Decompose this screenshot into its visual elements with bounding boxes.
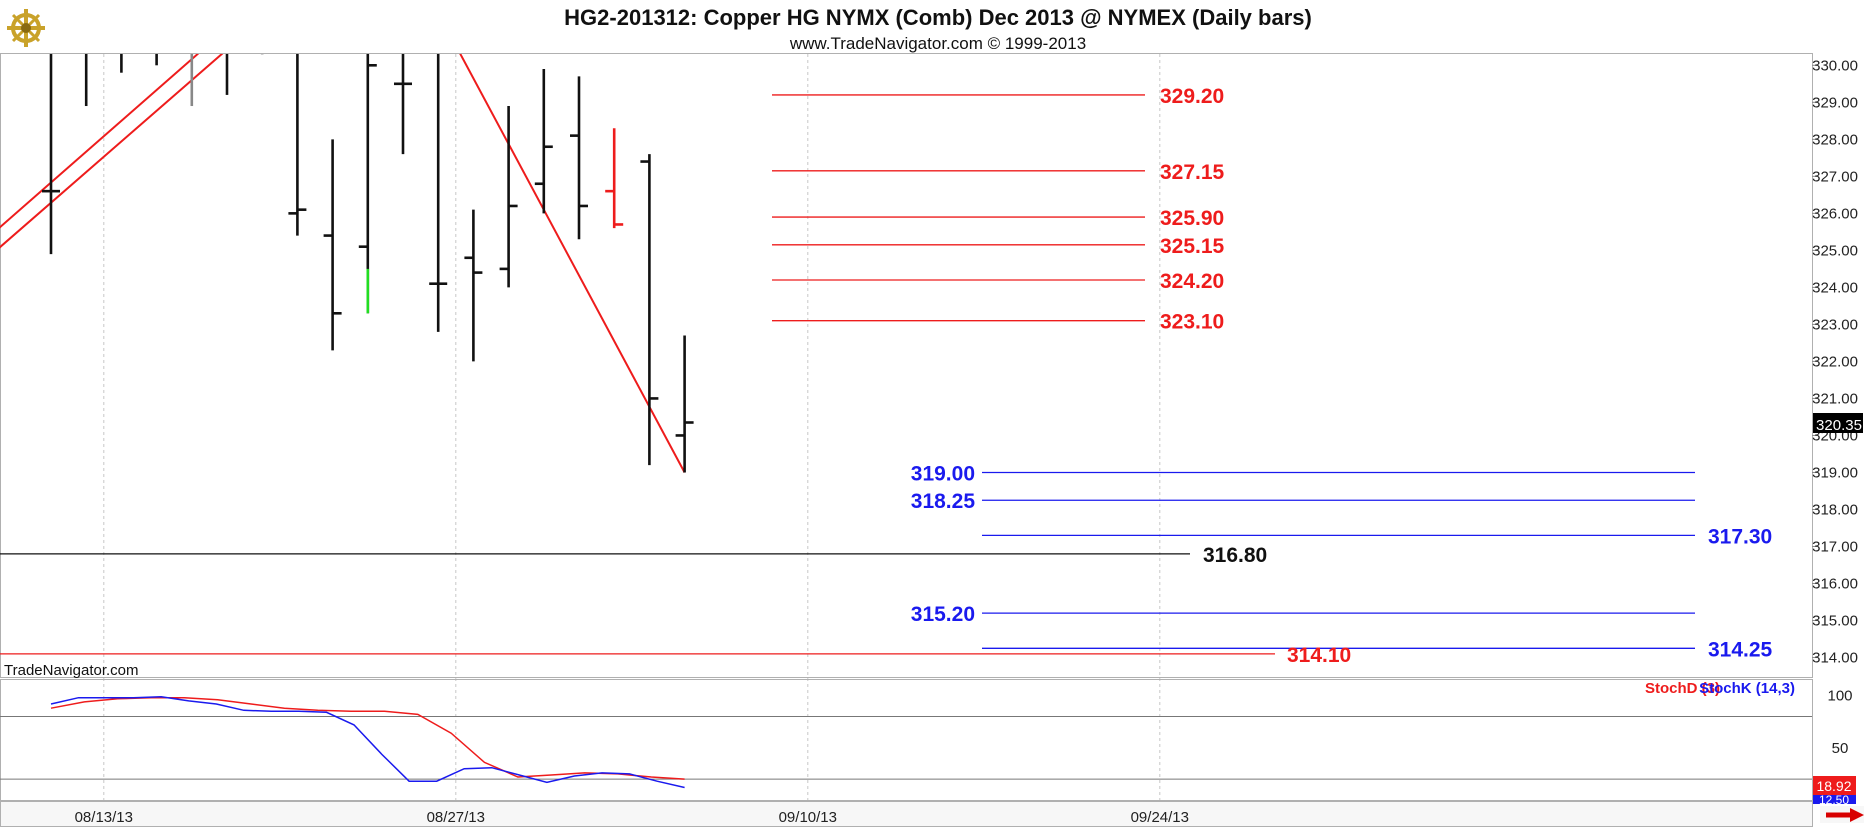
- ohlc-bar: [605, 128, 624, 229]
- stochk-legend: StochK (14,3): [1699, 680, 1795, 697]
- stoch-tick-label: 100: [1827, 688, 1852, 705]
- trendline: [0, 54, 224, 249]
- last-price-label: 320.35: [1816, 417, 1862, 434]
- price-tick-label: 323.00: [1812, 316, 1858, 333]
- level-label-316.80: 316.80: [1203, 544, 1267, 567]
- trendline: [459, 54, 686, 473]
- price-tick-label: 321.00: [1812, 390, 1858, 407]
- price-tick-label: 319.00: [1812, 464, 1858, 481]
- stochd-line: [50, 696, 685, 780]
- price-tick-label: 318.00: [1812, 501, 1858, 518]
- level-label-323.10: 323.10: [1160, 311, 1224, 334]
- ohlc-bar: [570, 76, 588, 240]
- trendline: [0, 54, 200, 229]
- date-tick-label: 08/27/13: [427, 809, 485, 826]
- date-tick-label: 09/24/13: [1131, 809, 1189, 826]
- price-tick-label: 316.00: [1812, 576, 1858, 593]
- level-label-319.00: 319.00: [911, 462, 975, 485]
- stochk-last-label: 18.92: [1816, 778, 1851, 794]
- stochd-last-label: 12.50: [1819, 793, 1849, 807]
- price-tick-label: 317.00: [1812, 539, 1858, 556]
- date-tick-label: 08/13/13: [75, 809, 133, 826]
- ohlc-bar: [675, 335, 694, 473]
- level-label-314.25: 314.25: [1708, 638, 1773, 661]
- date-axis: [0, 801, 1813, 827]
- level-label-325.90: 325.90: [1160, 207, 1224, 230]
- stochastic-panel: [0, 679, 1813, 801]
- chart-subtitle: www.TradeNavigator.com © 1999-2013: [789, 34, 1086, 53]
- date-axis-labels: 08/13/13 08/27/13 09/10/13 09/24/13: [75, 809, 1189, 826]
- date-tick-label: 09/10/13: [779, 809, 837, 826]
- watermark: TradeNavigator.com: [4, 662, 139, 679]
- level-label-329.20: 329.20: [1160, 85, 1224, 108]
- price-tick-label: 327.00: [1812, 168, 1858, 185]
- level-label-314.10: 314.10: [1287, 644, 1351, 667]
- level-label-317.30: 317.30: [1708, 525, 1772, 548]
- price-axis: 314.00315.00316.00317.00318.00319.00320.…: [1812, 57, 1858, 667]
- stochastic-indicator: 50 100: [0, 688, 1853, 789]
- price-tick-label: 315.00: [1812, 613, 1858, 630]
- ohlc-bar: [42, 54, 60, 255]
- stochd-last-tag: [1813, 795, 1856, 804]
- chart-title: HG2-201312: Copper HG NYMX (Comb) Dec 20…: [564, 5, 1312, 30]
- date-gridlines: [103, 54, 1161, 801]
- level-label-324.20: 324.20: [1160, 270, 1224, 293]
- right-arrow-icon[interactable]: [1820, 806, 1864, 823]
- price-tick-label: 326.00: [1812, 205, 1858, 222]
- price-tick-label: 322.00: [1812, 353, 1858, 370]
- price-tick-label: 314.00: [1812, 650, 1858, 667]
- ohlc-bar: [534, 69, 553, 214]
- price-tick-label: 328.00: [1812, 131, 1858, 148]
- ohlc-bar: [464, 209, 483, 362]
- price-tick-label: 329.00: [1812, 94, 1858, 111]
- last-price-tag: [1813, 413, 1863, 433]
- ohlc-bar: [429, 54, 448, 332]
- price-bars: [42, 54, 694, 473]
- stochk-last-tag: [1813, 776, 1856, 795]
- level-label-325.15: 325.15: [1160, 235, 1225, 258]
- price-levels: 329.20 327.15 325.90 325.15 324.20 323.10 319.…: [0, 85, 1773, 667]
- price-tick-label: 330.00: [1812, 57, 1858, 74]
- level-label-315.20: 315.20: [911, 603, 975, 626]
- stochk-line: [50, 695, 685, 789]
- price-tick-label: 325.00: [1812, 242, 1858, 259]
- price-tick-label: 324.00: [1812, 279, 1858, 296]
- stochd-legend: StochD (3): [1645, 680, 1720, 697]
- ohlc-bar: [499, 106, 518, 288]
- ship-wheel-logo-icon: [7, 9, 45, 47]
- ohlc-bar: [288, 54, 307, 236]
- stoch-tick-label: 50: [1832, 740, 1849, 757]
- price-panel: [0, 53, 1813, 678]
- ohlc-bar: [394, 54, 412, 155]
- level-label-327.15: 327.15: [1160, 161, 1225, 184]
- level-label-318.25: 318.25: [911, 490, 976, 513]
- ohlc-bar: [640, 154, 659, 466]
- trendlines: [0, 54, 686, 473]
- ohlc-bar: [323, 139, 342, 351]
